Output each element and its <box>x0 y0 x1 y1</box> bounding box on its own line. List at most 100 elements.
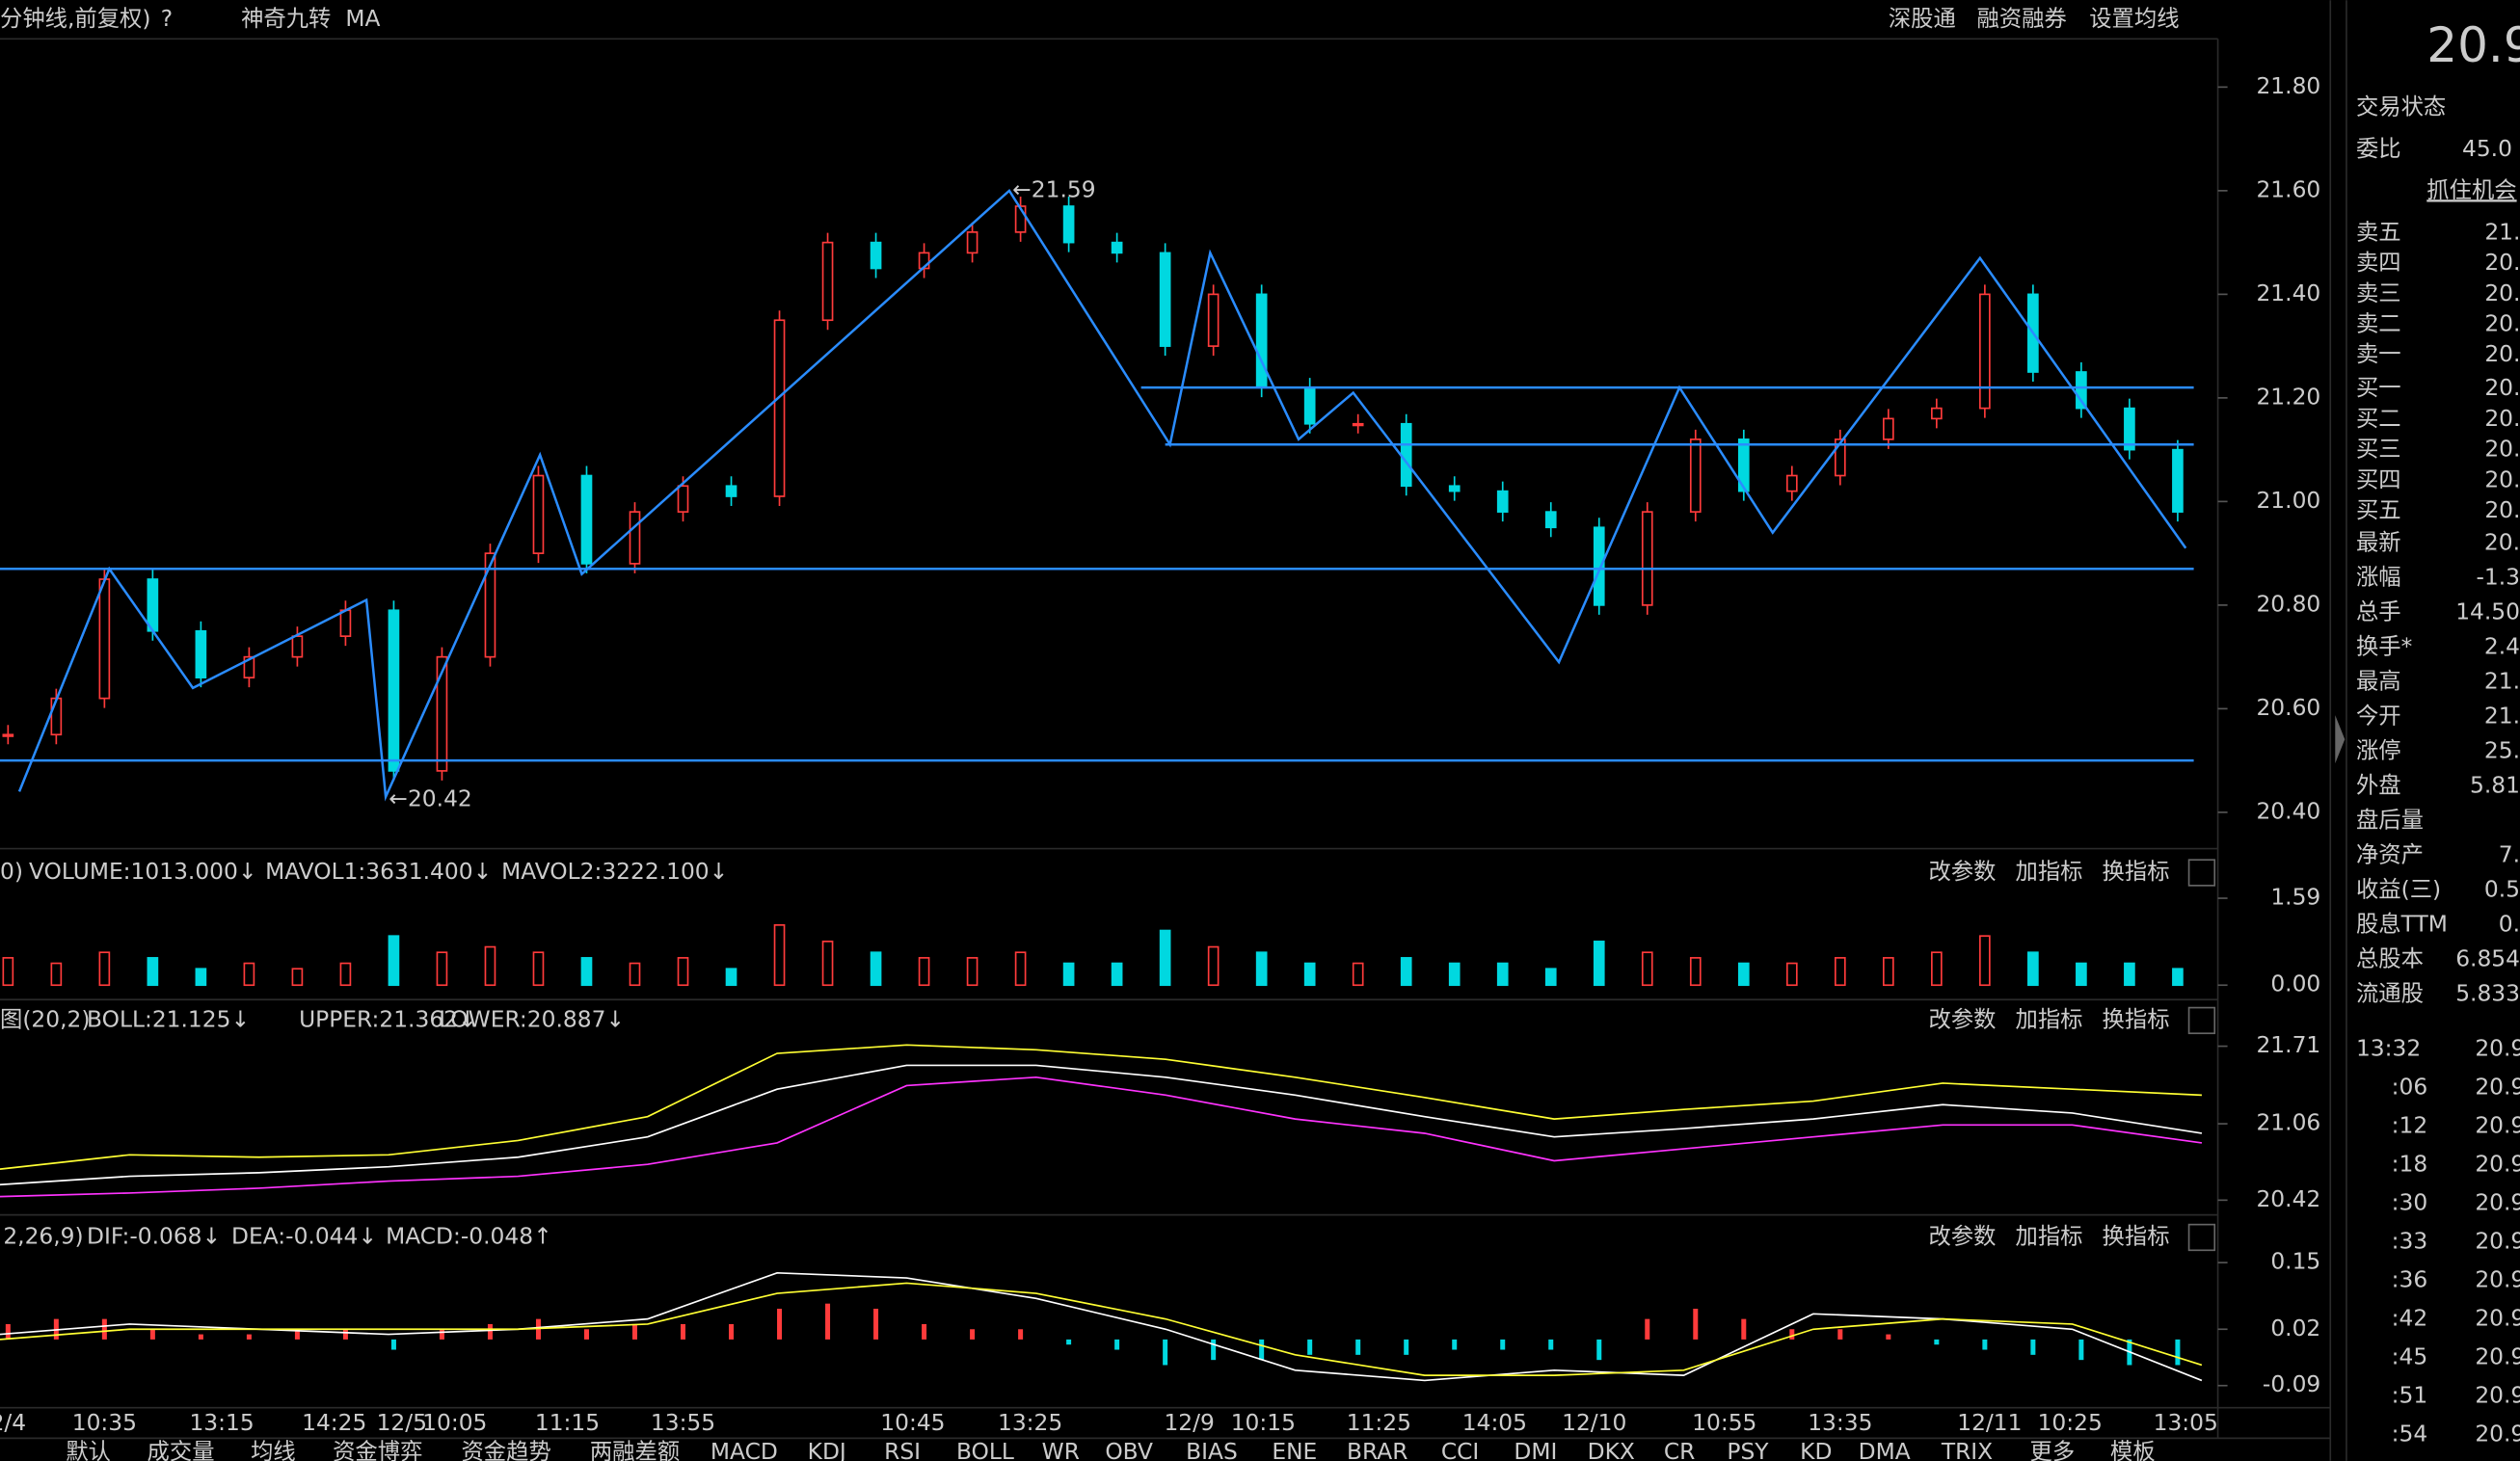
tab[interactable]: 更多 <box>2030 1438 2076 1461</box>
volume-bar <box>2 957 14 987</box>
tab[interactable]: CR <box>1664 1438 1696 1461</box>
toolbar-link[interactable]: 融资融券 <box>1977 5 2067 32</box>
y-tick-label: 20.40 <box>2256 797 2320 824</box>
stat-value: 0. <box>2499 910 2520 937</box>
tab[interactable]: OBV <box>1105 1438 1153 1461</box>
tab[interactable]: BOLL <box>956 1438 1014 1461</box>
volume-bar <box>243 962 255 987</box>
candle-body <box>388 609 400 772</box>
tab[interactable]: BRAR <box>1347 1438 1407 1461</box>
stat-value: 21. <box>2484 702 2520 729</box>
candle-body <box>580 474 593 565</box>
trade-price: 20.9 <box>2475 1188 2520 1215</box>
book-label: 买五 <box>2356 496 2401 523</box>
stat-label: 涨幅 <box>2356 563 2401 590</box>
y-tick-label: 21.80 <box>2256 72 2320 99</box>
tab[interactable]: 均线 <box>251 1438 296 1461</box>
candle-body <box>1448 485 1461 492</box>
toolbar-item: 分钟线,前复权) <box>0 5 151 32</box>
candle-body <box>1785 474 1798 492</box>
tab[interactable]: TRIX <box>1941 1438 1993 1461</box>
opportunity[interactable]: 抓住机会 <box>2426 176 2516 203</box>
candle-body <box>98 578 111 700</box>
stat-label: 最新 <box>2356 528 2401 555</box>
trade-price: 20.9 <box>2475 1073 2520 1100</box>
candle-body <box>339 609 352 637</box>
stat-label: 股息TTM <box>2356 910 2448 937</box>
tab[interactable]: DMA <box>1859 1438 1911 1461</box>
x-tick-label: 10:05 <box>422 1409 487 1436</box>
annotation: ←20.42 <box>389 785 471 812</box>
toolbar-link[interactable]: 设置均线 <box>2089 5 2179 32</box>
tab[interactable]: BIAS <box>1186 1438 1238 1461</box>
status: 交易状态 <box>2356 93 2446 120</box>
x-tick-label: 10:25 <box>2038 1409 2103 1436</box>
candle-body <box>1352 422 1364 427</box>
pane-action[interactable]: 加指标 <box>2016 858 2083 885</box>
tab[interactable]: 默认 <box>66 1438 111 1461</box>
indicator-label: MAVOL1:3631.400↓ <box>265 858 492 885</box>
stat-value: 21. <box>2484 667 2520 694</box>
volume-bar <box>966 957 979 987</box>
tab[interactable]: RSI <box>884 1438 921 1461</box>
stat-value: 7. <box>2499 840 2520 867</box>
trade-price: 20.9 <box>2475 1421 2520 1448</box>
tab[interactable]: KD <box>1800 1438 1832 1461</box>
tab[interactable]: WR <box>1042 1438 1080 1461</box>
pane-close[interactable] <box>2187 1006 2216 1035</box>
x-tick-label: 11:25 <box>1347 1409 1411 1436</box>
pane-action[interactable]: 改参数 <box>1929 858 1997 885</box>
stat-label: 换手* <box>2356 632 2412 659</box>
y-tick-label: 20.42 <box>2256 1185 2320 1212</box>
tab[interactable]: DKX <box>1588 1438 1635 1461</box>
trade-price: 20.9 <box>2475 1111 2520 1138</box>
y-tick-label: 21.06 <box>2256 1109 2320 1136</box>
indicator-label: 2,26,9) <box>3 1222 83 1249</box>
tab[interactable]: 两融差额 <box>590 1438 680 1461</box>
pane-action[interactable]: 换指标 <box>2103 1005 2170 1032</box>
stat-label: 涨停 <box>2356 736 2401 763</box>
volume-bar <box>773 924 786 987</box>
pane-action[interactable]: 加指标 <box>2016 1222 2083 1249</box>
pane-action[interactable]: 改参数 <box>1929 1222 1997 1249</box>
stat-label: 收益(三) <box>2356 875 2441 902</box>
trade-price: 20.9 <box>2475 1265 2520 1292</box>
tab[interactable]: 资金趋势 <box>461 1438 550 1461</box>
pane-close[interactable] <box>2187 1223 2216 1252</box>
pane-action[interactable]: 改参数 <box>1929 1005 1997 1032</box>
volume-bar <box>1979 935 1991 987</box>
pane-close[interactable] <box>2187 859 2216 887</box>
volume-bar <box>2027 951 2039 987</box>
book-price: 20. <box>2484 465 2520 492</box>
toolbar-item[interactable]: 神奇九转 <box>241 5 331 32</box>
tab[interactable]: DMI <box>1514 1438 1557 1461</box>
volume-bar <box>1014 951 1027 987</box>
candle-body <box>50 697 63 736</box>
candle-body <box>195 629 207 678</box>
tab[interactable]: ENE <box>1272 1438 1317 1461</box>
x-tick-label: 13:15 <box>189 1409 254 1436</box>
pane-action[interactable]: 换指标 <box>2103 1222 2170 1249</box>
macd-dea <box>0 1282 2203 1376</box>
pane-action[interactable]: 换指标 <box>2103 858 2170 885</box>
trade-time: :18 <box>2392 1150 2428 1177</box>
stat-label: 今开 <box>2356 702 2401 729</box>
toolbar-item[interactable]: ? <box>161 5 173 32</box>
tab[interactable]: 资金博弈 <box>333 1438 422 1461</box>
tab[interactable]: MACD <box>710 1438 778 1461</box>
toolbar-link[interactable]: 深股通 <box>1889 5 1956 32</box>
candle-body <box>1207 293 1220 347</box>
collapse-handle[interactable] <box>2335 715 2346 764</box>
toolbar-item[interactable]: MA <box>345 5 380 32</box>
candle-body <box>2 733 14 737</box>
x-tick-label: 13:25 <box>998 1409 1062 1436</box>
book-price: 20. <box>2484 340 2520 367</box>
tab[interactable]: 成交量 <box>147 1438 215 1461</box>
tab[interactable]: KDJ <box>808 1438 846 1461</box>
tab[interactable]: PSY <box>1727 1438 1769 1461</box>
tab[interactable]: 模板 <box>2110 1438 2156 1461</box>
volume-bar <box>918 957 930 987</box>
tab[interactable]: CCI <box>1441 1438 1479 1461</box>
trade-price: 20.9 <box>2475 1034 2520 1061</box>
pane-action[interactable]: 加指标 <box>2016 1005 2083 1032</box>
